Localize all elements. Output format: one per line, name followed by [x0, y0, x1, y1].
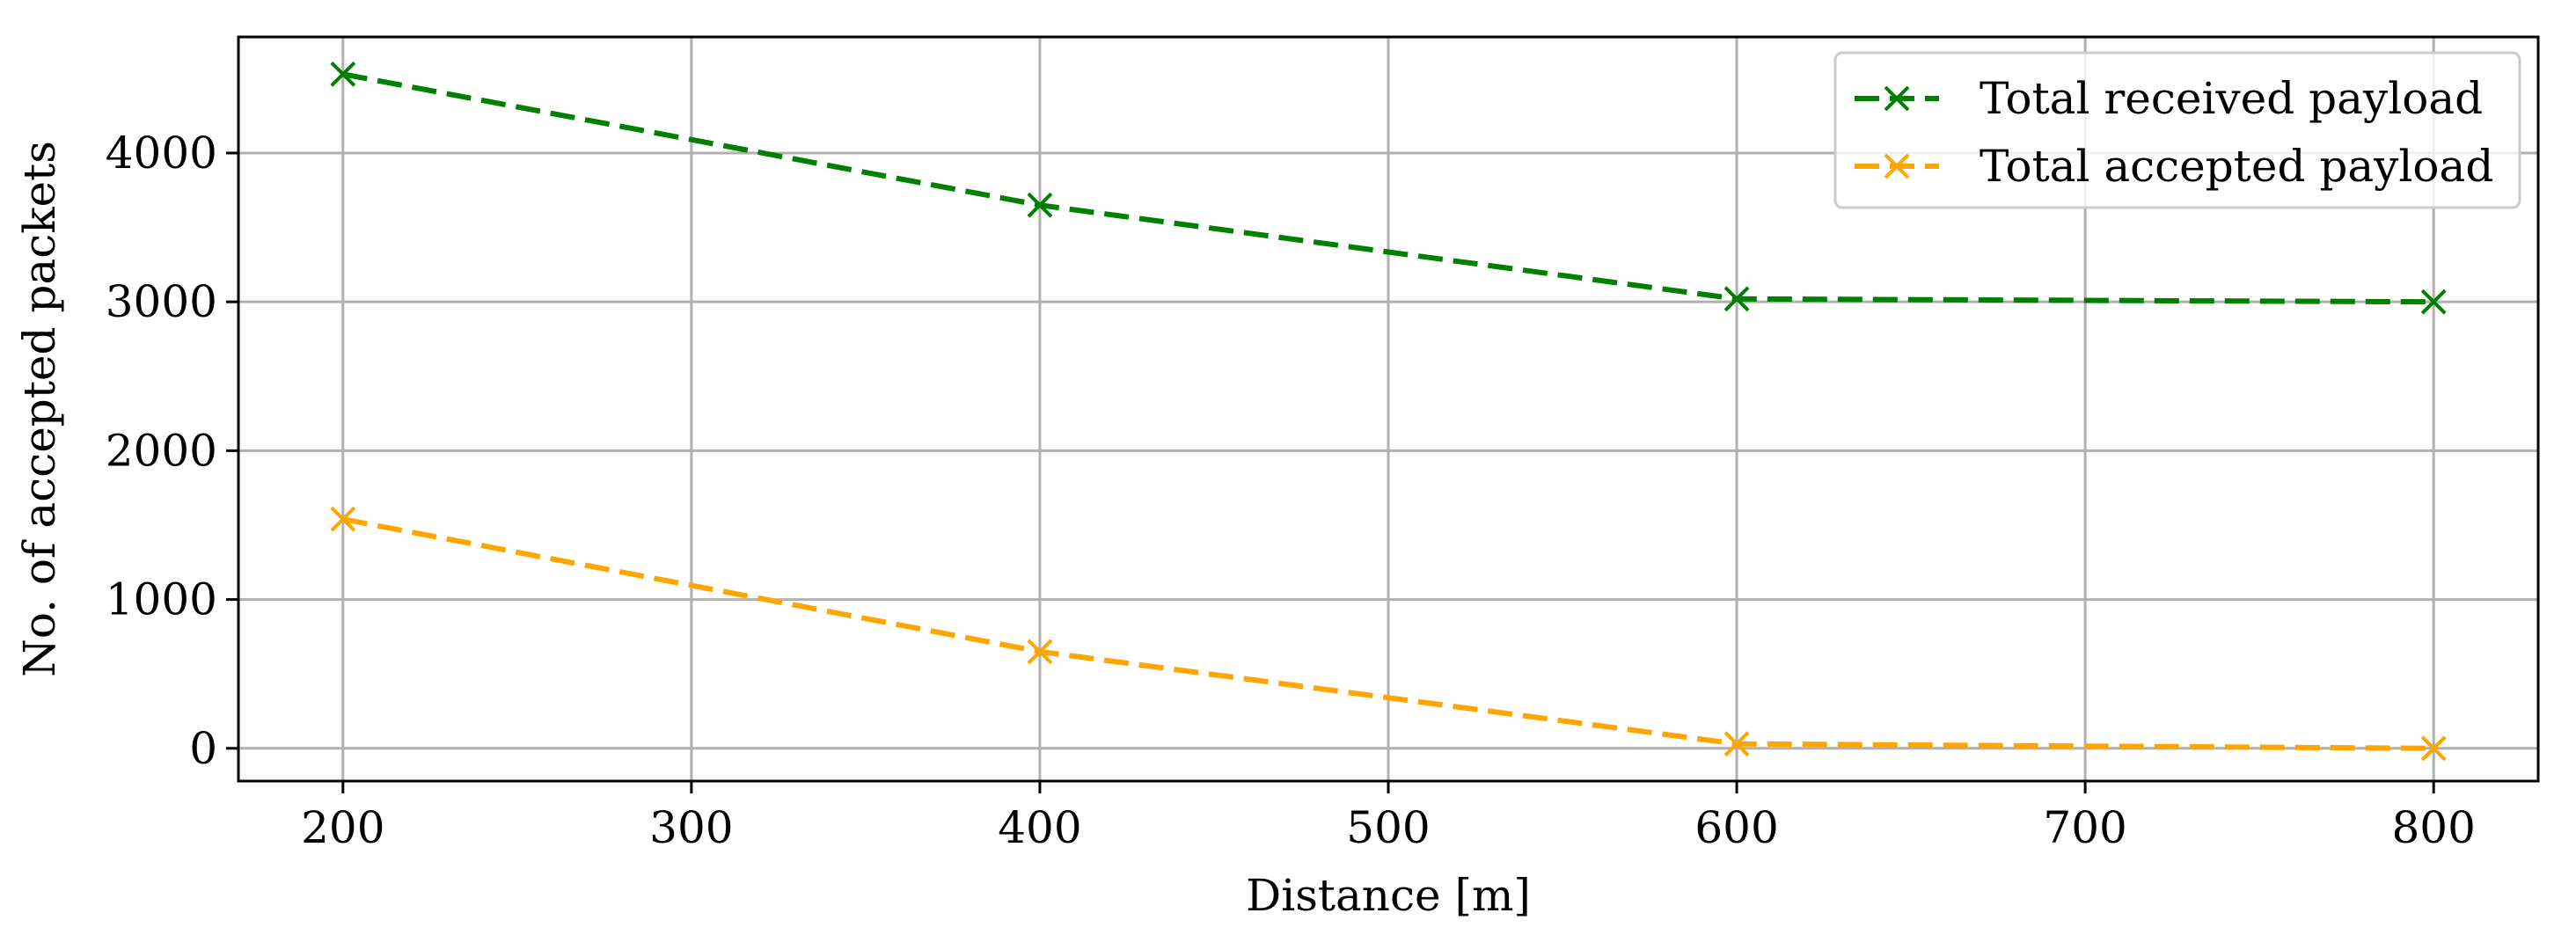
legend-marker-received — [1884, 85, 1910, 112]
x-tick-label: 500 — [1346, 802, 1430, 853]
data-point — [330, 61, 356, 87]
legend-x-marker — [1884, 85, 1910, 112]
x-tick-label: 700 — [2043, 802, 2126, 853]
y-tick-label: 0 — [189, 723, 217, 774]
legend: Total received payload Total accepted pa… — [1833, 51, 2521, 209]
x-tick-label: 400 — [998, 802, 1081, 853]
series-layer — [330, 61, 2447, 762]
data-point — [330, 506, 356, 532]
x-tick-label: 800 — [2391, 802, 2475, 853]
data-point — [1027, 192, 1053, 218]
y-tick-label: 2000 — [106, 425, 217, 476]
legend-entry-accepted: Total accepted payload — [1855, 141, 2493, 192]
axis-ticks: 200 300 400 500 600 700 800 0 1000 2000 3000 4000 — [106, 128, 2476, 853]
x-tick-label: 600 — [1694, 802, 1778, 853]
data-point — [1723, 286, 1750, 312]
data-point — [1723, 731, 1750, 757]
legend-box — [1833, 51, 2521, 209]
legend-x-marker — [1884, 153, 1910, 179]
legend-entry-received: Total received payload — [1855, 73, 2483, 124]
data-point — [1027, 639, 1053, 665]
x-tick-label: 200 — [301, 802, 384, 853]
y-axis-label: No. of accepted packets — [14, 141, 65, 677]
x-tick-label: 300 — [649, 802, 733, 853]
series-0 — [330, 61, 2447, 315]
data-point — [2420, 289, 2447, 315]
y-tick-label: 4000 — [106, 128, 217, 179]
y-tick-label: 1000 — [106, 574, 217, 625]
x-axis-label: Distance [m] — [1246, 870, 1531, 921]
series-line — [342, 71, 2434, 305]
series-line — [342, 516, 2434, 751]
y-tick-label: 3000 — [106, 276, 217, 327]
legend-label-received: Total received payload — [1980, 73, 2483, 124]
series-1 — [330, 506, 2447, 762]
data-point — [2420, 735, 2447, 762]
legend-label-accepted: Total accepted payload — [1980, 141, 2493, 192]
legend-marker-accepted — [1884, 153, 1910, 179]
